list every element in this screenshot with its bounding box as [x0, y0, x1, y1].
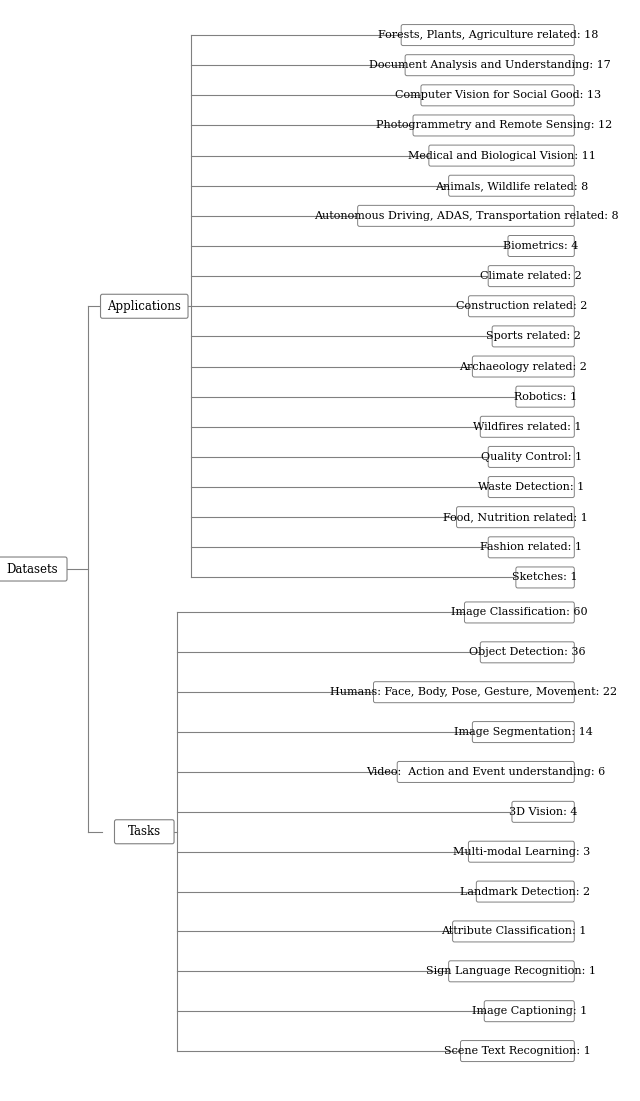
- FancyBboxPatch shape: [472, 356, 574, 377]
- Text: Datasets: Datasets: [7, 563, 58, 576]
- Text: 3D Vision: 4: 3D Vision: 4: [509, 807, 577, 817]
- FancyBboxPatch shape: [472, 721, 574, 742]
- FancyBboxPatch shape: [401, 24, 574, 45]
- Text: Sports related: 2: Sports related: 2: [486, 331, 580, 341]
- Text: Construction related: 2: Construction related: 2: [456, 302, 587, 312]
- FancyBboxPatch shape: [465, 602, 574, 623]
- Text: Document Analysis and Understanding: 17: Document Analysis and Understanding: 17: [369, 61, 611, 70]
- Text: Attribute Classification: 1: Attribute Classification: 1: [441, 926, 586, 937]
- Text: Autonomous Driving, ADAS, Transportation related: 8: Autonomous Driving, ADAS, Transportation…: [314, 211, 618, 221]
- Text: Multi-modal Learning: 3: Multi-modal Learning: 3: [452, 847, 590, 857]
- Text: Sketches: 1: Sketches: 1: [513, 573, 578, 582]
- FancyBboxPatch shape: [429, 145, 574, 166]
- Text: Fashion related: 1: Fashion related: 1: [480, 543, 582, 553]
- Text: Computer Vision for Social Good: 13: Computer Vision for Social Good: 13: [394, 90, 601, 100]
- FancyBboxPatch shape: [488, 477, 574, 498]
- Text: Image Segmentation: 14: Image Segmentation: 14: [454, 727, 593, 737]
- Text: Robotics: 1: Robotics: 1: [513, 392, 577, 402]
- FancyBboxPatch shape: [449, 961, 574, 982]
- FancyBboxPatch shape: [452, 920, 574, 942]
- FancyBboxPatch shape: [512, 802, 574, 822]
- Text: Scene Text Recognition: 1: Scene Text Recognition: 1: [444, 1046, 591, 1056]
- FancyBboxPatch shape: [100, 294, 188, 318]
- FancyBboxPatch shape: [449, 175, 574, 196]
- FancyBboxPatch shape: [516, 386, 574, 407]
- Text: Tasks: Tasks: [128, 826, 161, 838]
- FancyBboxPatch shape: [461, 1040, 574, 1061]
- FancyBboxPatch shape: [480, 416, 574, 437]
- FancyBboxPatch shape: [397, 762, 574, 783]
- FancyBboxPatch shape: [492, 326, 574, 347]
- Text: Medical and Biological Vision: 11: Medical and Biological Vision: 11: [408, 151, 595, 161]
- FancyBboxPatch shape: [468, 296, 574, 317]
- Text: Image Classification: 60: Image Classification: 60: [451, 608, 588, 618]
- Text: Video:  Action and Event understanding: 6: Video: Action and Event understanding: 6: [366, 767, 605, 777]
- FancyBboxPatch shape: [488, 265, 574, 286]
- Text: Humans: Face, Body, Pose, Gesture, Movement: 22: Humans: Face, Body, Pose, Gesture, Movem…: [330, 687, 618, 697]
- Text: Forests, Plants, Agriculture related: 18: Forests, Plants, Agriculture related: 18: [378, 30, 598, 40]
- Text: Food, Nutrition related: 1: Food, Nutrition related: 1: [443, 512, 588, 522]
- FancyBboxPatch shape: [480, 642, 574, 663]
- FancyBboxPatch shape: [405, 55, 574, 76]
- FancyBboxPatch shape: [374, 682, 574, 702]
- FancyBboxPatch shape: [484, 1001, 574, 1022]
- Text: Biometrics: 4: Biometrics: 4: [504, 241, 579, 251]
- FancyBboxPatch shape: [516, 567, 574, 588]
- FancyBboxPatch shape: [413, 115, 574, 135]
- FancyBboxPatch shape: [115, 820, 174, 843]
- Text: Image Captioning: 1: Image Captioning: 1: [472, 1006, 587, 1016]
- Text: Climate related: 2: Climate related: 2: [481, 271, 582, 281]
- FancyBboxPatch shape: [358, 206, 574, 227]
- Text: Object Detection: 36: Object Detection: 36: [469, 647, 586, 657]
- Text: Archaeology related: 2: Archaeology related: 2: [460, 361, 588, 371]
- FancyBboxPatch shape: [456, 506, 574, 527]
- Text: Photogrammetry and Remote Sensing: 12: Photogrammetry and Remote Sensing: 12: [376, 120, 612, 130]
- Text: Wildfires related: 1: Wildfires related: 1: [473, 422, 582, 432]
- Text: Quality Control: 1: Quality Control: 1: [481, 451, 582, 462]
- FancyBboxPatch shape: [0, 557, 67, 581]
- Text: Landmark Detection: 2: Landmark Detection: 2: [460, 886, 590, 896]
- FancyBboxPatch shape: [421, 85, 574, 106]
- Text: Sign Language Recognition: 1: Sign Language Recognition: 1: [426, 967, 596, 977]
- Text: Waste Detection: 1: Waste Detection: 1: [478, 482, 584, 492]
- FancyBboxPatch shape: [468, 841, 574, 862]
- FancyBboxPatch shape: [488, 537, 574, 558]
- Text: Applications: Applications: [108, 299, 181, 313]
- FancyBboxPatch shape: [508, 236, 574, 257]
- FancyBboxPatch shape: [476, 881, 574, 902]
- FancyBboxPatch shape: [488, 446, 574, 468]
- Text: Animals, Wildlife related: 8: Animals, Wildlife related: 8: [435, 181, 588, 190]
